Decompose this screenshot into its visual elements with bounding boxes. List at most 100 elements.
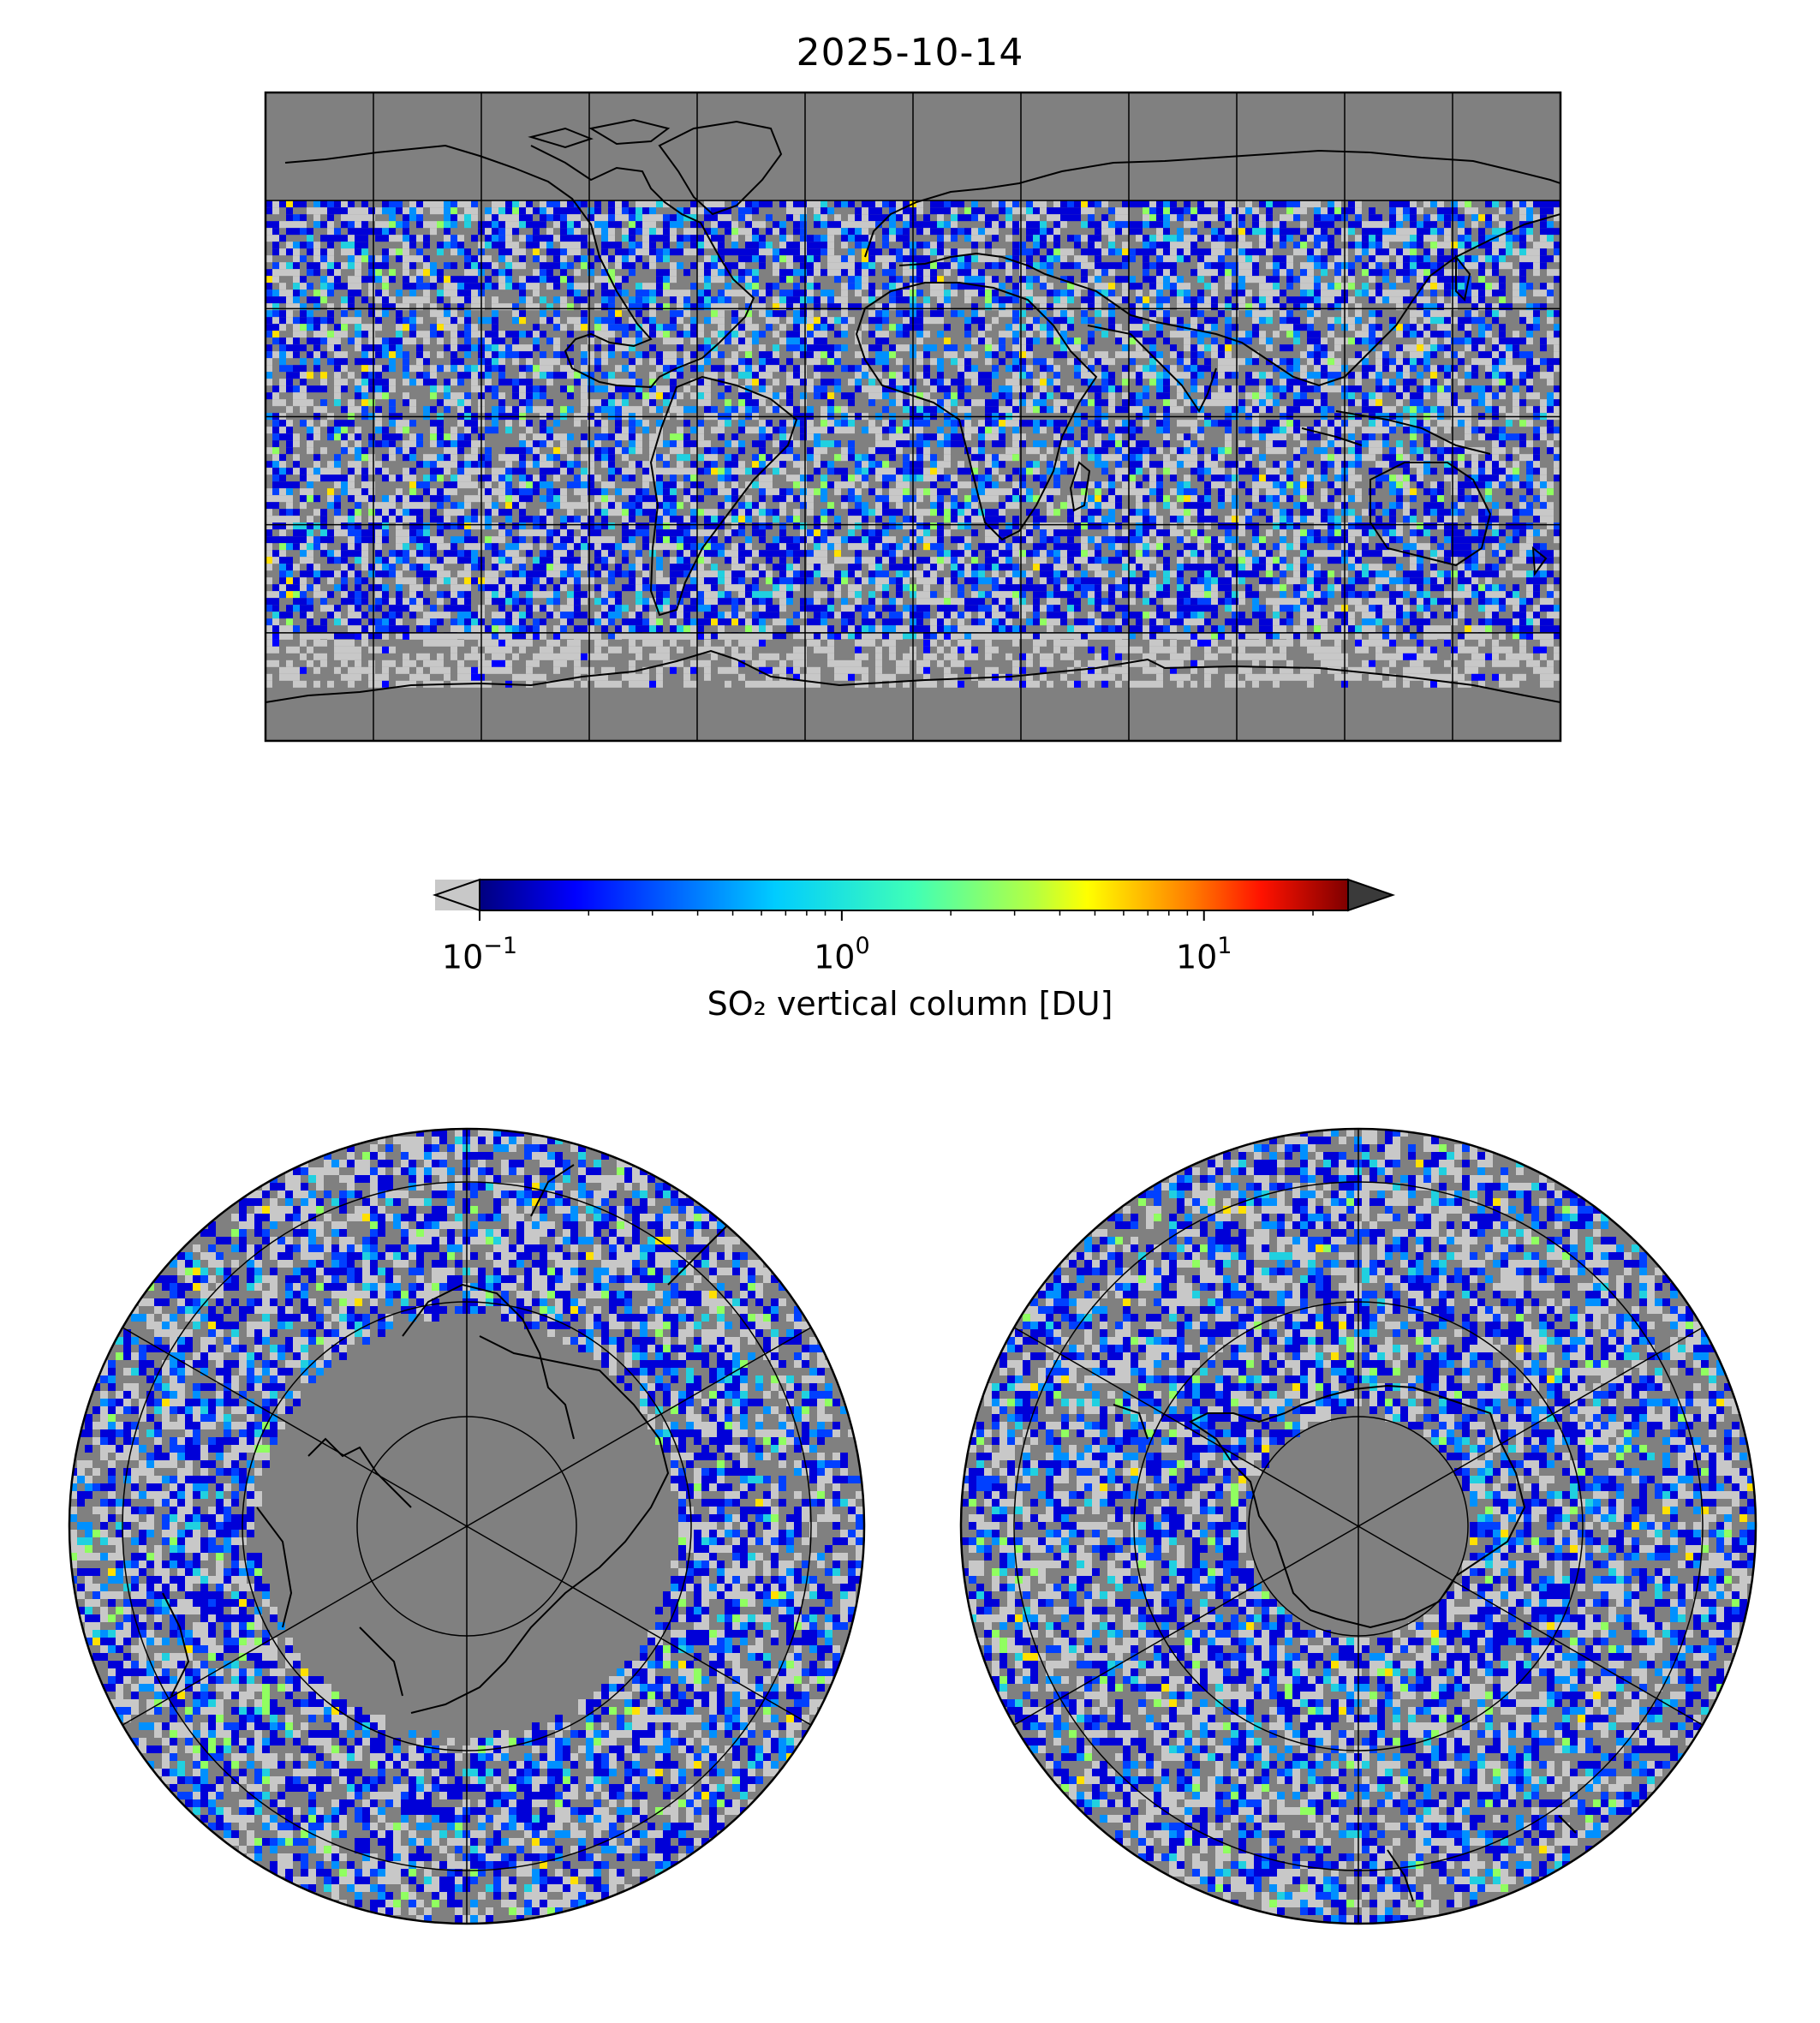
global-map-pixel bbox=[958, 283, 964, 290]
global-map-pixel bbox=[403, 303, 409, 311]
global-map-pixel bbox=[615, 262, 622, 270]
global-map-pixel bbox=[1067, 324, 1074, 331]
global-map-pixel bbox=[622, 276, 629, 283]
global-map-pixel bbox=[1197, 447, 1204, 455]
global-map-pixel bbox=[368, 262, 375, 270]
global-map-pixel bbox=[272, 235, 279, 242]
global-map-pixel bbox=[409, 283, 416, 290]
global-map-pixel bbox=[1033, 358, 1040, 366]
global-map-pixel bbox=[1170, 317, 1177, 325]
global-map-pixel bbox=[1184, 207, 1190, 215]
global-map-pixel bbox=[313, 289, 320, 297]
global-map-pixel bbox=[868, 283, 875, 290]
global-map-pixel bbox=[1122, 276, 1129, 283]
global-map-pixel bbox=[1204, 283, 1211, 290]
global-map-pixel bbox=[1252, 447, 1259, 455]
global-map-pixel bbox=[862, 454, 868, 462]
global-map-pixel bbox=[663, 276, 670, 283]
global-map-pixel bbox=[636, 289, 642, 297]
global-map-pixel bbox=[519, 420, 526, 427]
global-map-pixel bbox=[1389, 221, 1396, 229]
global-map-pixel bbox=[978, 372, 985, 379]
global-map-pixel bbox=[1444, 283, 1451, 290]
global-map-pixel bbox=[718, 276, 725, 283]
global-map-pixel bbox=[1334, 214, 1341, 222]
global-map-pixel bbox=[999, 406, 1005, 414]
global-map-pixel bbox=[978, 324, 985, 331]
global-map-pixel bbox=[526, 351, 533, 359]
global-map-pixel bbox=[1417, 228, 1423, 236]
global-map-pixel bbox=[1232, 310, 1238, 318]
global-map-pixel bbox=[403, 214, 409, 222]
global-map-pixel bbox=[464, 200, 471, 208]
global-map-pixel bbox=[1108, 303, 1115, 311]
global-map-pixel bbox=[731, 337, 738, 345]
global-map-pixel bbox=[704, 303, 711, 311]
global-map-pixel bbox=[594, 228, 601, 236]
global-map-pixel bbox=[1033, 200, 1040, 208]
global-map-pixel bbox=[1300, 399, 1307, 407]
global-map-pixel bbox=[355, 379, 361, 386]
global-map-pixel bbox=[752, 406, 759, 414]
global-map-pixel bbox=[1040, 262, 1047, 270]
global-map-pixel bbox=[307, 317, 313, 325]
global-map-pixel bbox=[1410, 324, 1417, 331]
global-map-pixel bbox=[601, 248, 608, 256]
global-map-pixel bbox=[1369, 242, 1375, 249]
global-map-pixel bbox=[752, 207, 759, 215]
global-map-pixel bbox=[540, 420, 546, 427]
global-map-pixel bbox=[348, 420, 355, 427]
global-map-pixel bbox=[814, 255, 820, 263]
global-map-pixel bbox=[1506, 420, 1513, 427]
global-map-pixel bbox=[1410, 420, 1417, 427]
global-map-pixel bbox=[567, 248, 574, 256]
global-map-pixel bbox=[1526, 303, 1533, 311]
global-map-pixel bbox=[1067, 283, 1074, 290]
global-map-pixel bbox=[1026, 235, 1033, 242]
global-map-pixel bbox=[677, 358, 683, 366]
global-map-pixel bbox=[1526, 420, 1533, 427]
global-map-pixel bbox=[1423, 351, 1430, 359]
global-map-pixel bbox=[711, 262, 718, 270]
global-map-pixel bbox=[361, 248, 368, 256]
global-map-pixel bbox=[1444, 447, 1451, 455]
global-map-pixel bbox=[1067, 235, 1074, 242]
global-map-pixel bbox=[1485, 406, 1492, 414]
global-map-pixel bbox=[649, 358, 656, 366]
global-map-pixel bbox=[759, 221, 766, 229]
global-map-pixel bbox=[827, 262, 834, 270]
global-map-pixel bbox=[923, 228, 930, 236]
global-map-pixel bbox=[293, 303, 300, 311]
global-map-pixel bbox=[1225, 461, 1232, 468]
global-map-pixel bbox=[1499, 358, 1506, 366]
global-map-pixel bbox=[1101, 399, 1108, 407]
global-map-pixel bbox=[327, 310, 334, 318]
global-map-pixel bbox=[581, 433, 588, 441]
global-map-pixel bbox=[1197, 337, 1204, 345]
global-map-pixel bbox=[505, 351, 512, 359]
global-map-pixel bbox=[403, 221, 409, 229]
global-map-pixel bbox=[403, 242, 409, 249]
global-map-pixel bbox=[382, 468, 389, 475]
global-map-pixel bbox=[1348, 242, 1355, 249]
global-map-pixel bbox=[1081, 372, 1088, 379]
global-map-pixel bbox=[1204, 365, 1211, 373]
global-map-pixel bbox=[882, 214, 889, 222]
global-map-pixel bbox=[368, 269, 375, 277]
global-map-pixel bbox=[1321, 440, 1328, 448]
global-map-pixel bbox=[1417, 344, 1423, 352]
global-map-pixel bbox=[1526, 379, 1533, 386]
global-map-pixel bbox=[800, 392, 807, 400]
global-map-pixel bbox=[1355, 399, 1362, 407]
global-map-pixel bbox=[868, 289, 875, 297]
global-map-pixel bbox=[1362, 337, 1369, 345]
global-map-pixel bbox=[471, 447, 478, 455]
global-map-pixel bbox=[1197, 235, 1204, 242]
global-map-pixel bbox=[1506, 337, 1513, 345]
global-map-pixel bbox=[718, 317, 725, 325]
global-map-pixel bbox=[457, 303, 464, 311]
global-map-pixel bbox=[827, 228, 834, 236]
global-map-pixel bbox=[1307, 324, 1314, 331]
global-map-pixel bbox=[1184, 433, 1190, 441]
global-map-pixel bbox=[827, 235, 834, 242]
